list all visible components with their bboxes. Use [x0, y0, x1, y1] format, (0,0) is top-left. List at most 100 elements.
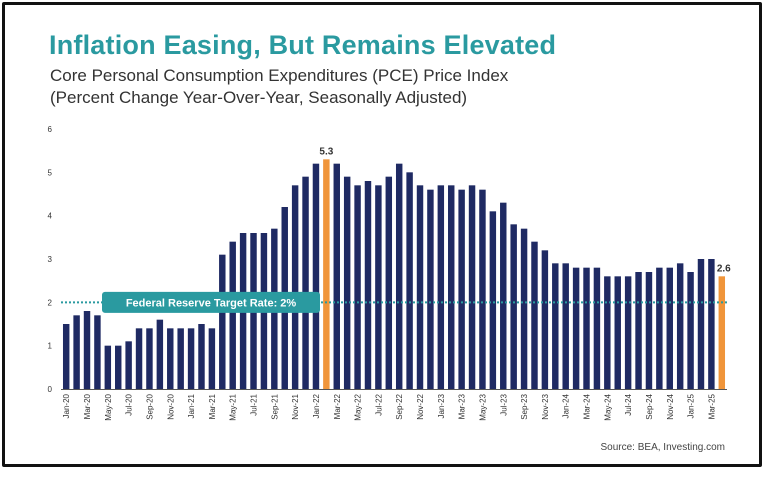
bar — [291, 185, 299, 389]
bar — [187, 328, 195, 389]
x-tick-label: May-20 — [104, 393, 113, 420]
x-tick-label: Jul-20 — [125, 393, 134, 415]
x-tick-label: Jul-22 — [374, 393, 383, 415]
bar — [437, 185, 445, 389]
bar — [208, 328, 216, 389]
y-tick-label: 3 — [48, 255, 53, 264]
y-tick-label: 6 — [48, 125, 53, 134]
bar — [302, 176, 309, 389]
x-tick-label: Nov-20 — [166, 393, 175, 419]
target-rate-label: Federal Reserve Target Rate: 2% — [126, 297, 297, 309]
bar — [645, 272, 653, 389]
bar — [708, 259, 715, 389]
bar — [697, 259, 705, 389]
x-tick-label: Jan-22 — [312, 393, 321, 418]
bar — [635, 272, 642, 389]
bar — [146, 328, 153, 389]
bar — [312, 163, 320, 389]
bar — [531, 241, 538, 389]
bar — [395, 163, 403, 389]
x-tick-label: Sep-21 — [270, 393, 279, 419]
bar — [167, 328, 174, 389]
bar — [687, 272, 694, 389]
source-note: Source: BEA, Investing.com — [600, 442, 725, 453]
x-tick-label: Mar-20 — [83, 393, 92, 419]
x-tick-label: Mar-24 — [583, 393, 592, 419]
y-axis-ticks: 0 1 2 3 4 5 6 — [48, 125, 53, 394]
chart-title: Inflation Easing, But Remains Elevated — [49, 30, 557, 60]
bar — [125, 341, 132, 389]
bar — [104, 345, 112, 389]
bar — [229, 241, 236, 389]
bar — [333, 163, 340, 389]
bar — [614, 276, 621, 389]
x-tick-label: Nov-22 — [416, 393, 425, 419]
bar — [448, 185, 455, 389]
bar — [666, 267, 673, 389]
bar — [458, 189, 465, 389]
bar — [562, 263, 569, 389]
bar-series — [62, 159, 726, 389]
x-tick-label: Mar-23 — [458, 393, 467, 419]
x-tick-label: Jul-21 — [250, 393, 259, 415]
bar — [94, 315, 101, 389]
bar — [593, 267, 601, 389]
bar — [115, 345, 122, 389]
bar — [468, 185, 476, 389]
bar — [624, 276, 632, 389]
bar — [354, 185, 361, 389]
bar — [583, 267, 590, 389]
bar — [552, 263, 559, 389]
target-rate-label-box — [102, 291, 320, 313]
chart-subtitle-line1: Core Personal Consumption Expenditures (… — [50, 66, 509, 85]
x-tick-label: Nov-23 — [541, 393, 550, 419]
bar — [323, 159, 330, 389]
x-tick-label: May-22 — [354, 393, 363, 420]
bar — [520, 228, 528, 389]
bar — [510, 224, 517, 389]
y-tick-label: 5 — [48, 168, 53, 177]
y-tick-label: 1 — [48, 342, 53, 351]
x-tick-label: Jan-25 — [687, 393, 696, 418]
bar — [73, 315, 80, 389]
bar — [676, 263, 684, 389]
y-tick-label: 2 — [48, 298, 53, 307]
data-label: 2.6 — [717, 263, 731, 274]
bar — [62, 324, 70, 389]
x-tick-label: Mar-25 — [707, 393, 716, 419]
bar — [385, 176, 393, 389]
bar — [83, 311, 91, 389]
bar — [364, 181, 372, 389]
bar — [198, 324, 205, 389]
x-tick-label: Jan-21 — [187, 393, 196, 418]
bar — [406, 172, 413, 389]
bar — [479, 189, 486, 389]
x-tick-label: May-24 — [603, 393, 612, 420]
bar — [572, 267, 580, 389]
data-labels: 5.3 2.6 — [319, 146, 731, 274]
x-tick-label: Sep-23 — [520, 393, 529, 419]
y-tick-label: 0 — [48, 385, 53, 394]
x-tick-label: Jan-20 — [62, 393, 71, 418]
bar — [416, 185, 424, 389]
x-tick-label: Mar-22 — [333, 393, 342, 419]
x-tick-label: Sep-20 — [145, 393, 154, 419]
bar — [718, 276, 726, 389]
x-tick-label: May-23 — [478, 393, 487, 420]
x-tick-label: Sep-24 — [645, 393, 654, 419]
data-label: 5.3 — [319, 146, 333, 157]
x-tick-label: May-21 — [229, 393, 238, 420]
x-tick-label: Nov-24 — [666, 393, 675, 419]
bar — [219, 254, 226, 389]
bar — [135, 328, 143, 389]
bar — [604, 276, 611, 389]
x-tick-label: Jul-24 — [624, 393, 633, 415]
bar — [343, 176, 351, 389]
x-tick-label: Jul-23 — [499, 393, 508, 415]
bar — [541, 250, 549, 389]
x-tick-label: Jan-24 — [562, 393, 571, 418]
bar — [489, 211, 497, 389]
bar — [375, 185, 382, 389]
bar — [177, 328, 184, 389]
